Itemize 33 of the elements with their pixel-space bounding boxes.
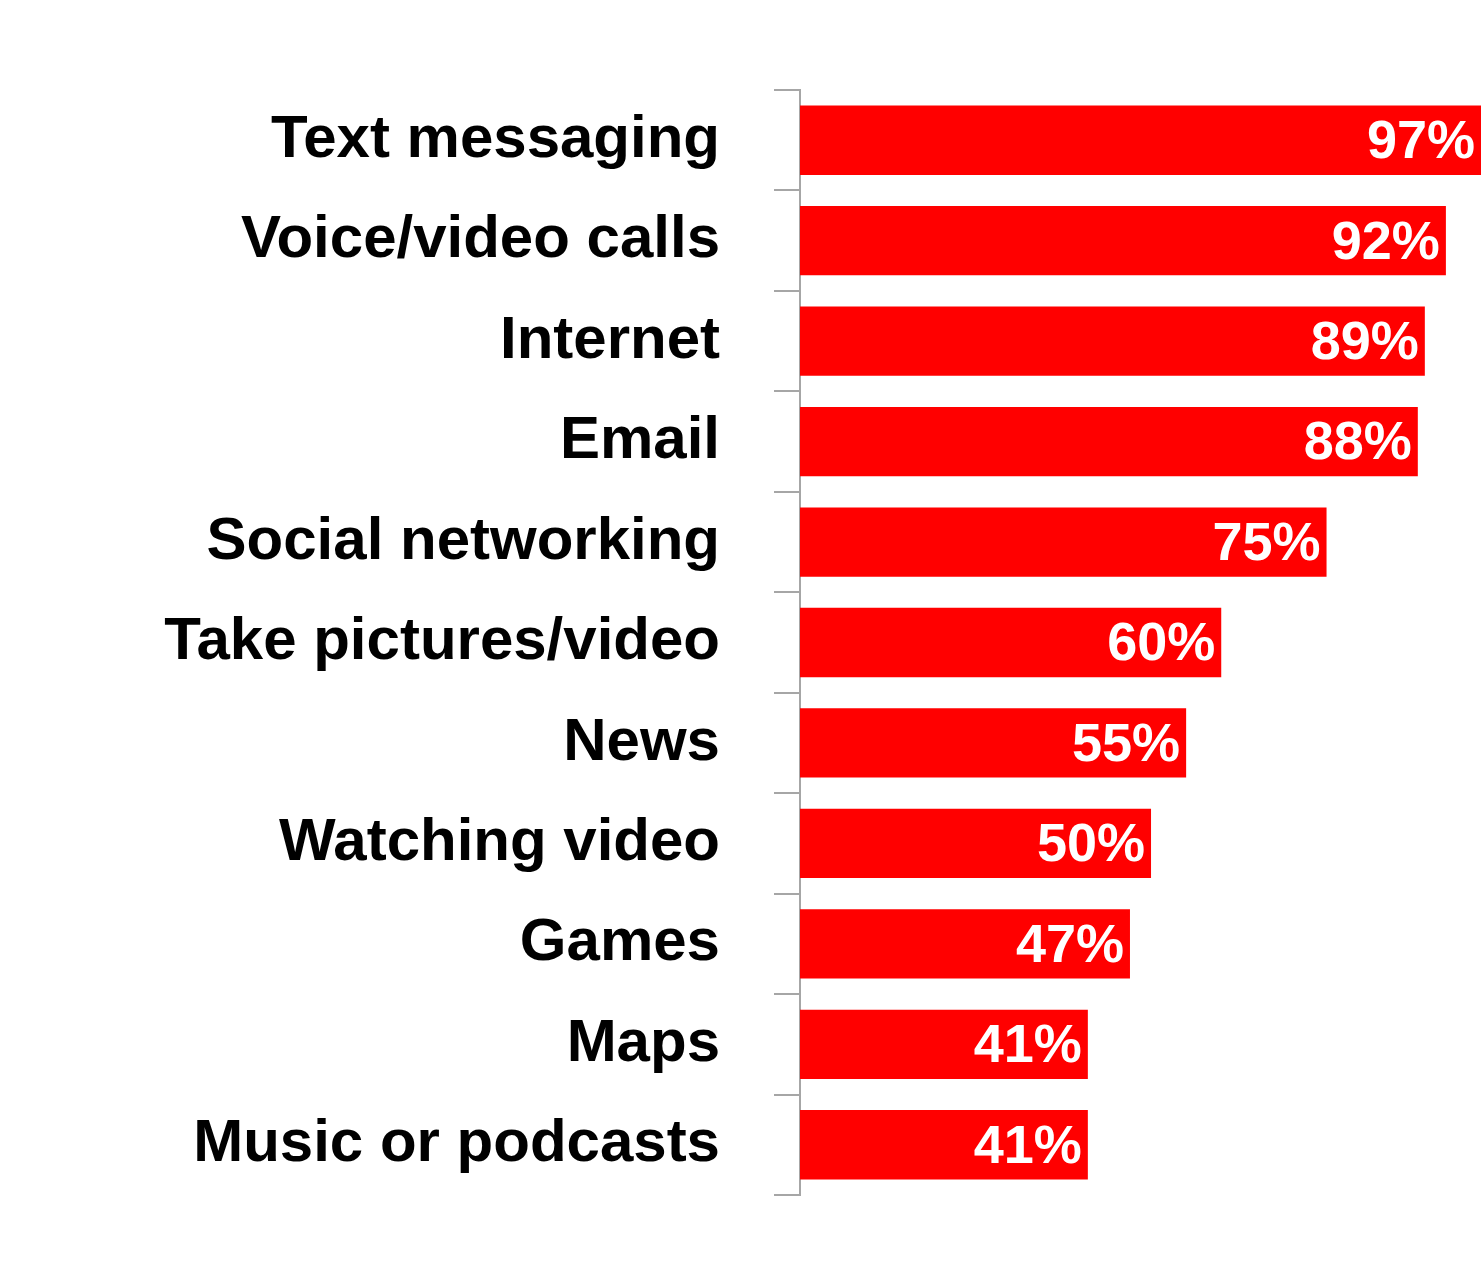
y-tick-label: Take pictures/video: [164, 605, 720, 673]
y-tick-label: Watching video: [278, 805, 720, 873]
y-tick-label: Games: [519, 906, 720, 974]
y-tick-label: News: [563, 705, 720, 773]
bar: [800, 909, 1130, 979]
bar: [800, 708, 1187, 778]
data-label: 89%: [1310, 310, 1419, 371]
data-label: 88%: [1303, 410, 1412, 471]
bar: [800, 406, 1418, 477]
bar: [800, 1009, 1088, 1079]
y-tick-label: Email: [559, 404, 720, 472]
y-tick-label: Maps: [566, 1006, 720, 1074]
bar: [800, 306, 1425, 376]
data-label: 75%: [1212, 510, 1321, 571]
bar: [800, 507, 1327, 577]
y-tick-label: Social networking: [206, 504, 720, 572]
bar: [800, 808, 1152, 879]
bar: [800, 206, 1446, 276]
data-label: 50%: [1036, 812, 1146, 873]
y-tick-label: Voice/video calls: [240, 203, 720, 271]
data-label: 97%: [1366, 109, 1475, 170]
bar: [800, 105, 1481, 175]
data-label: 92%: [1331, 209, 1440, 270]
bar: [800, 1110, 1088, 1180]
y-tick-label: Text messaging: [270, 102, 720, 170]
data-label: 60%: [1107, 611, 1216, 672]
y-tick-label: Internet: [499, 303, 721, 371]
bar: [800, 607, 1222, 678]
data-label: 55%: [1072, 711, 1181, 772]
data-label: 47%: [1015, 912, 1124, 973]
y-tick-label: Music or podcasts: [193, 1107, 720, 1175]
data-label: 41%: [973, 1113, 1082, 1174]
data-label: 41%: [973, 1013, 1082, 1074]
